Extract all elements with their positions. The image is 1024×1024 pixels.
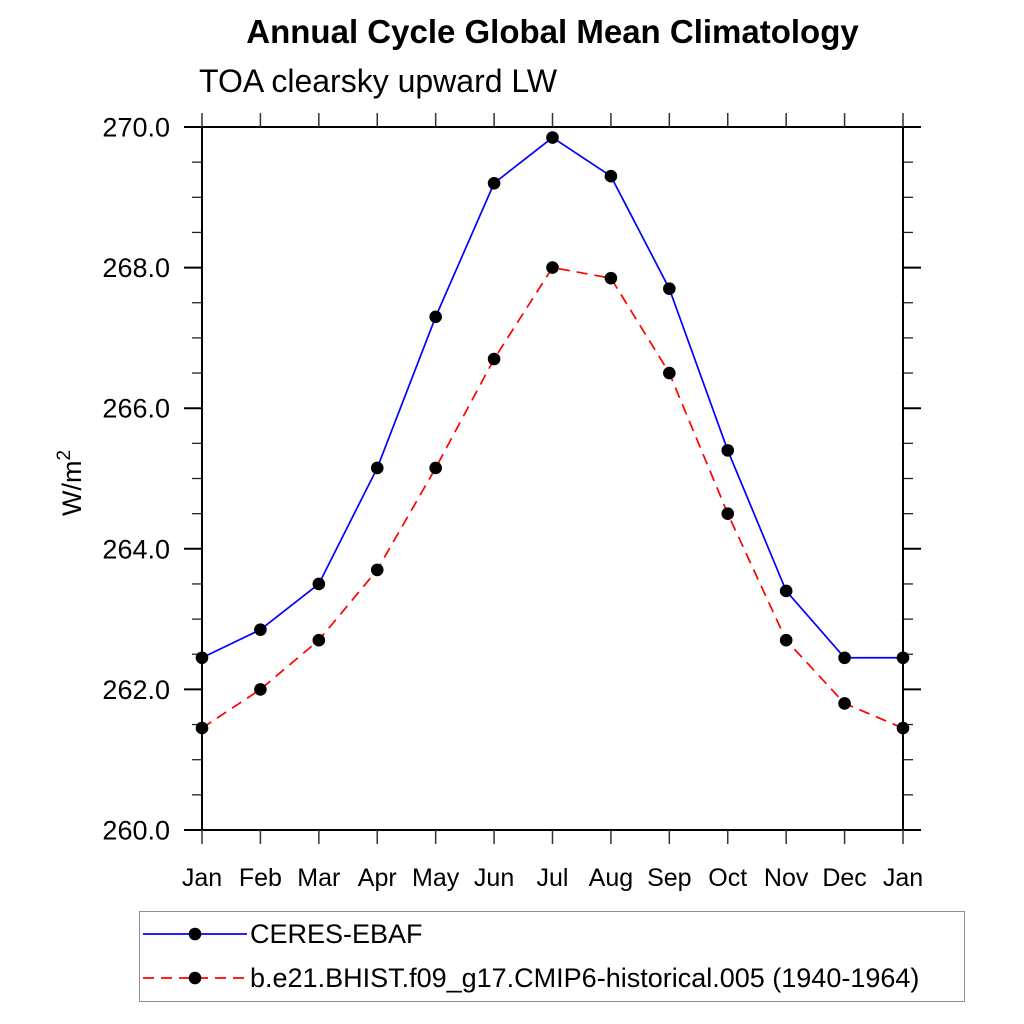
x-axis-tick-label: Jan — [182, 864, 222, 892]
data-point-marker-series-0 — [604, 169, 618, 183]
x-axis-tick-label: Nov — [764, 864, 809, 892]
data-point-marker-series-1 — [312, 633, 326, 647]
data-point-marker-series-0 — [779, 584, 793, 598]
data-point-marker-series-1 — [195, 721, 209, 735]
y-axis-title: W/m2 — [54, 450, 87, 516]
y-axis-tick-label: 270.0 — [102, 113, 170, 143]
legend: CERES-EBAF b.e21.BHIST.f09_g17.CMIP6-his… — [139, 911, 965, 1002]
y-axis-tick-label: 264.0 — [102, 534, 170, 564]
data-point-marker-series-1 — [604, 271, 618, 285]
data-point-marker-series-1 — [779, 633, 793, 647]
series-line-0 — [201, 136, 903, 659]
data-point-marker-series-0 — [195, 651, 209, 665]
x-axis-tick-label: Feb — [239, 864, 282, 892]
x-axis-tick-label: Aug — [589, 864, 633, 892]
legend-marker-icon — [188, 971, 202, 985]
x-axis-tick-label: Jan — [883, 864, 923, 892]
legend-line-marker-sample — [143, 971, 247, 985]
legend-line-marker-sample — [143, 927, 247, 941]
data-point-marker-series-1 — [546, 261, 559, 274]
x-axis-tick-label: Mar — [297, 864, 340, 892]
data-point-marker-series-1 — [487, 352, 501, 366]
x-axis-tick-label: Jul — [537, 864, 569, 892]
data-point-marker-series-1 — [370, 563, 384, 577]
data-point-marker-series-0 — [370, 461, 384, 475]
data-point-marker-series-0 — [896, 651, 910, 665]
y-axis-tick-label: 262.0 — [102, 675, 170, 705]
y-axis-tick-label: 268.0 — [102, 253, 170, 283]
data-point-marker-series-0 — [487, 176, 501, 190]
x-axis-tick-label: Apr — [358, 864, 397, 892]
y-axis-tick-label: 260.0 — [102, 816, 170, 846]
legend-item: CERES-EBAF — [143, 918, 423, 949]
data-point-marker-series-1 — [663, 366, 676, 380]
x-axis-tick-label: Dec — [822, 864, 866, 892]
series-line-1 — [201, 266, 904, 729]
data-point-marker-series-0 — [429, 310, 442, 324]
legend-item: b.e21.BHIST.f09_g17.CMIP6-historical.005… — [143, 962, 920, 993]
y-axis-tick-label: 266.0 — [102, 394, 170, 424]
legend-marker-icon — [188, 927, 202, 941]
data-point-marker-series-1 — [838, 697, 851, 710]
x-axis-tick-label: Oct — [708, 864, 747, 892]
data-point-marker-series-0 — [721, 444, 735, 457]
data-point-marker-series-0 — [838, 651, 851, 665]
plot-frame — [201, 126, 904, 831]
data-point-marker-series-1 — [254, 683, 267, 696]
chart-subtitle: TOA clearsky upward LW — [199, 63, 558, 99]
x-axis-tick-label: Jun — [474, 864, 514, 892]
x-axis-tick-label: Sep — [647, 864, 691, 892]
data-point-marker-series-0 — [254, 623, 267, 636]
data-point-marker-series-0 — [312, 577, 326, 591]
data-point-marker-series-1 — [429, 461, 442, 475]
chart-title: Annual Cycle Global Mean Climatology — [246, 13, 859, 50]
data-point-marker-series-1 — [896, 721, 910, 735]
x-axis-tick-label: May — [412, 864, 460, 892]
data-point-marker-series-0 — [546, 131, 559, 144]
legend-label: b.e21.BHIST.f09_g17.CMIP6-historical.005… — [250, 962, 920, 993]
legend-label: CERES-EBAF — [250, 918, 423, 949]
data-point-marker-series-1 — [721, 507, 735, 520]
data-point-marker-series-0 — [663, 282, 676, 295]
